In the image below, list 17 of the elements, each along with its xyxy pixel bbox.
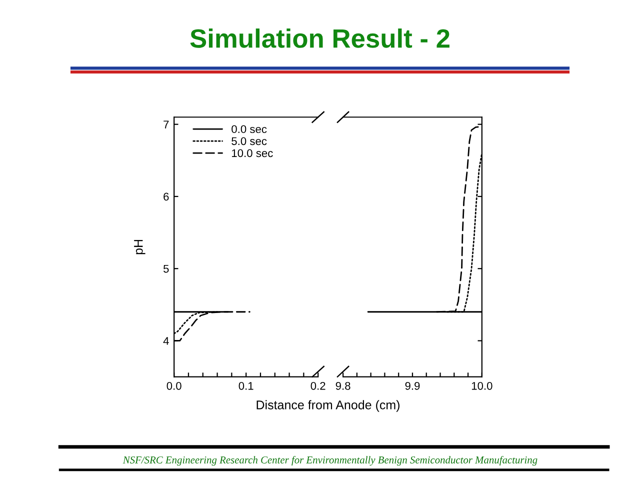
x-tick-label: 9.8 — [336, 382, 350, 390]
x-tick-label: 9.9 — [405, 382, 420, 390]
legend-label: 0.0 sec — [232, 125, 267, 134]
x-axis-title: Distance from Anode (cm) — [256, 400, 400, 412]
y-axis-title: pH — [134, 240, 146, 254]
legend-label: 10.0 sec — [232, 149, 273, 158]
chart-title: Simulation Result - 2 — [190, 28, 450, 48]
y-tick-label: 7 — [164, 120, 169, 128]
x-tick-label: 10.0 — [472, 382, 492, 390]
text: NSF/SRC Engineering Research Center for Environmentally Benign Semiconductor Manufacturing — [122, 456, 538, 466]
x-tick-label: 0.2 — [310, 382, 326, 390]
y-tick-label: 4 — [163, 337, 169, 345]
y-tick-label: 5 — [163, 264, 169, 273]
legend-label: 5.0 sec — [232, 137, 267, 146]
y-tick-label: 6 — [164, 192, 169, 201]
x-tick-label: 0.1 — [238, 382, 254, 390]
x-tick-label: 0.0 — [166, 382, 182, 390]
